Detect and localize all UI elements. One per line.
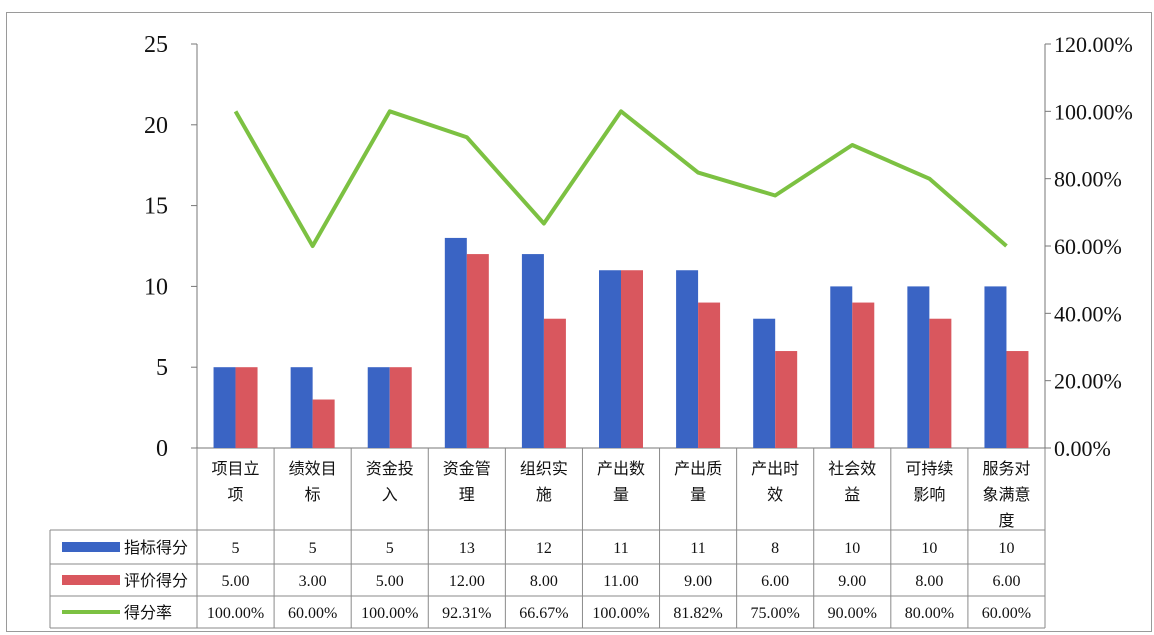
table-cell: 9.00	[684, 573, 712, 590]
chart-frame	[6, 12, 1152, 632]
bar-target	[521, 254, 544, 448]
bar-eval	[235, 367, 258, 448]
bar-target	[676, 270, 699, 448]
y-left-tick-label: 0	[156, 436, 168, 462]
table-cell: 100.00%	[592, 605, 649, 622]
y-right-tick-label: 0.00%	[1054, 436, 1111, 461]
table-cell: 100.00%	[207, 605, 264, 622]
bar-target	[984, 286, 1007, 448]
legend-key-bar	[62, 542, 120, 552]
table-cell: 81.82%	[673, 605, 722, 622]
bar-eval	[389, 367, 412, 448]
table-cell: 60.00%	[982, 605, 1031, 622]
table-cell: 12.00	[449, 573, 485, 590]
category-label: 产出时	[751, 459, 799, 478]
category-label: 产出数	[597, 459, 645, 478]
series-name: 得分率	[124, 603, 172, 622]
category-label: 组织实	[520, 459, 568, 478]
category-label: 度	[998, 511, 1014, 530]
table-cell: 60.00%	[288, 605, 337, 622]
y-left-tick-label: 10	[144, 274, 168, 300]
bar-target	[444, 237, 467, 448]
bar-eval	[312, 399, 335, 448]
bar-target	[367, 367, 390, 448]
bar-target	[830, 286, 853, 448]
bar-eval	[621, 270, 643, 448]
y-right-tick-label: 100.00%	[1054, 99, 1133, 124]
table-cell: 11.00	[603, 573, 638, 590]
legend-key-bar	[62, 575, 120, 585]
category-label: 社会效	[828, 459, 876, 478]
category-label: 标	[305, 485, 321, 504]
category-label: 量	[613, 485, 629, 504]
table-cell: 66.67%	[519, 605, 568, 622]
series-name: 评价得分	[124, 571, 188, 590]
bar-target	[290, 367, 313, 448]
table-cell: 75.00%	[751, 605, 800, 622]
category-label: 象满意	[982, 485, 1030, 504]
bar-eval	[852, 302, 875, 448]
y-left-tick-label: 15	[144, 194, 168, 220]
table-cell: 5.00	[376, 573, 404, 590]
table-cell: 92.31%	[442, 605, 491, 622]
category-label: 理	[459, 485, 475, 504]
table-cell: 10	[921, 540, 937, 557]
category-label: 项目立	[212, 459, 260, 478]
y-right-tick-label: 40.00%	[1054, 301, 1122, 326]
table-cell: 5	[309, 540, 317, 557]
category-label: 量	[690, 485, 706, 504]
y-right-tick-label: 120.00%	[1054, 32, 1133, 57]
table-cell: 6.00	[992, 573, 1020, 590]
table-cell: 8	[771, 540, 779, 557]
category-label: 影响	[913, 485, 945, 504]
y-right-tick-label: 80.00%	[1054, 167, 1122, 192]
bar-target	[907, 286, 930, 448]
y-left-tick-label: 5	[156, 355, 168, 381]
category-label: 施	[536, 485, 552, 504]
table-cell: 13	[459, 540, 475, 557]
table-cell: 5.00	[222, 573, 250, 590]
table-cell: 5	[232, 540, 240, 557]
series-name: 指标得分	[124, 538, 188, 557]
score-rate-line	[233, 109, 1008, 248]
table-cell: 6.00	[761, 573, 789, 590]
table-cell: 10	[844, 540, 860, 557]
bar-target	[599, 270, 621, 448]
table-cell: 100.00%	[361, 605, 418, 622]
table-cell: 3.00	[299, 573, 327, 590]
category-label: 可持续	[905, 459, 953, 478]
table-cell: 9.00	[838, 573, 866, 590]
category-label: 效	[767, 485, 783, 504]
table-cell: 80.00%	[905, 605, 954, 622]
table-cell: 8.00	[530, 573, 558, 590]
category-label: 服务对	[982, 459, 1030, 478]
y-right-tick-label: 20.00%	[1054, 369, 1122, 394]
bar-eval	[466, 254, 489, 448]
bar-eval	[775, 351, 798, 448]
bar-target	[213, 367, 236, 448]
bar-target	[753, 318, 776, 448]
category-label: 入	[382, 485, 398, 504]
table-cell: 8.00	[915, 573, 943, 590]
y-left-tick-label: 20	[144, 113, 168, 139]
category-label: 益	[844, 485, 860, 504]
bar-eval	[1006, 351, 1029, 448]
table-cell: 11	[613, 540, 628, 557]
category-label: 绩效目	[289, 459, 337, 478]
bar-eval	[698, 302, 721, 448]
y-left-tick-label: 25	[144, 32, 168, 58]
bar-eval	[929, 318, 952, 448]
category-label: 资金管	[443, 459, 491, 478]
table-cell: 5	[386, 540, 394, 557]
table-cell: 90.00%	[828, 605, 877, 622]
table-cell: 12	[536, 540, 552, 557]
y-right-tick-label: 60.00%	[1054, 234, 1122, 259]
table-cell: 11	[690, 540, 705, 557]
category-label: 项	[228, 485, 244, 504]
bar-eval	[543, 318, 566, 448]
table-cell: 10	[998, 540, 1014, 557]
category-label: 产出质	[674, 459, 722, 478]
category-label: 资金投	[366, 459, 414, 478]
